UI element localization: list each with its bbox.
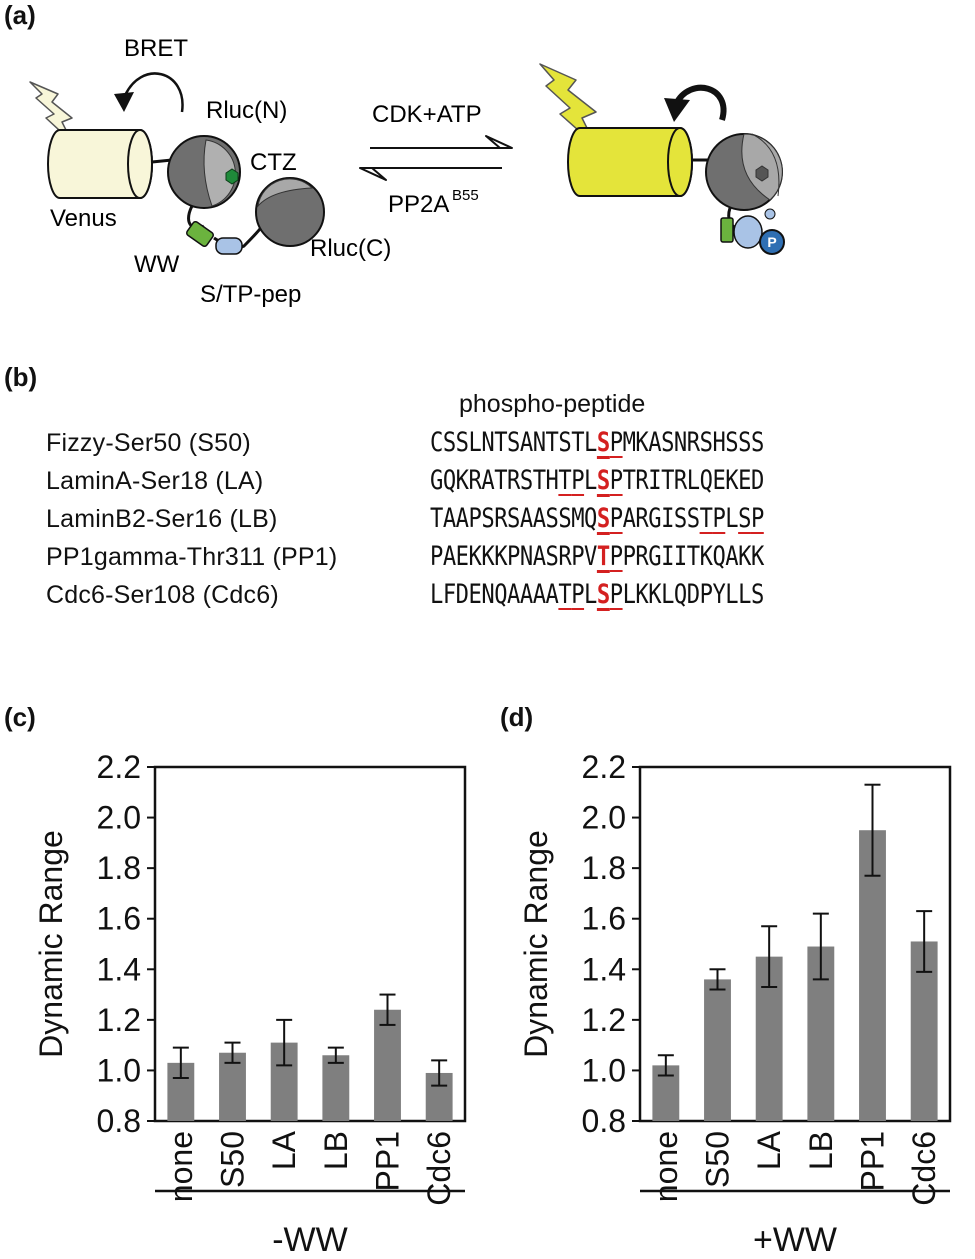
y-tick-label: 1.8 <box>582 850 626 886</box>
ww-domain <box>186 220 214 248</box>
phospho-peptide-header: phospho-peptide <box>459 390 646 418</box>
y-tick-label: 1.6 <box>97 901 141 937</box>
ww-domain-bound <box>720 217 734 243</box>
bret-schematic: BRET Rluc(N) CTZ Venus Rluc(C) WW S/TP-p… <box>29 35 785 308</box>
x-tick-label: LB <box>318 1131 354 1170</box>
reverse-reaction-superscript: B55 <box>452 187 479 204</box>
stp-peptide-bound <box>733 215 763 249</box>
x-tick-label: S50 <box>215 1131 251 1188</box>
sequence-name: LaminA-Ser18 (LA) <box>46 467 264 495</box>
bret-label: BRET <box>124 35 188 62</box>
y-axis-label: Dynamic Range <box>518 830 554 1058</box>
x-tick-label: LA <box>266 1130 302 1170</box>
y-tick-label: 1.4 <box>97 951 141 987</box>
y-tick-label: 1.8 <box>97 850 141 886</box>
y-tick-label: 0.8 <box>582 1103 626 1139</box>
group-label: +WW <box>753 1221 837 1259</box>
bret-arrow-icon <box>122 72 184 113</box>
y-tick-label: 2.0 <box>582 800 626 836</box>
y-tick-label: 2.2 <box>97 749 141 785</box>
y-tick-label: 2.0 <box>97 800 141 836</box>
x-tick-label: LA <box>751 1130 787 1170</box>
y-tick-label: 2.2 <box>582 749 626 785</box>
plot-frame <box>638 765 952 1123</box>
panel-label-d: (d) <box>500 702 534 732</box>
y-tick-label: 1.2 <box>582 1002 626 1038</box>
x-tick-label: LB <box>803 1131 839 1170</box>
phospho-icon <box>759 229 785 255</box>
x-tick-label: Cdc6 <box>421 1131 457 1206</box>
plot-frame <box>153 765 467 1123</box>
x-tick-label: S50 <box>700 1131 736 1188</box>
bar <box>322 1055 350 1121</box>
ww-label: WW <box>134 251 180 278</box>
x-tick-label: PP1 <box>855 1131 891 1191</box>
equilibrium-arrows <box>359 135 513 181</box>
x-tick-label: PP1 <box>370 1131 406 1191</box>
sequence-text: PAEKKKPNASRPVTPPRGIITKQAKK <box>430 541 764 572</box>
bret-active-arrow-icon <box>673 84 727 121</box>
sequence-text: LFDENQAAAATPLSPLKKLQDPYLLS <box>430 579 764 610</box>
y-tick-label: 1.4 <box>582 951 626 987</box>
reverse-reaction-label: PP2A <box>388 191 449 218</box>
bar <box>374 1009 401 1121</box>
x-tick-label: Cdc6 <box>906 1131 942 1206</box>
sequence-name: LaminB2-Ser16 (LB) <box>46 505 278 533</box>
rluc-n-label: Rluc(N) <box>206 97 287 124</box>
panel-label-c: (c) <box>4 702 36 732</box>
y-tick-label: 0.8 <box>97 1103 141 1139</box>
forward-reaction-label: CDK+ATP <box>372 101 482 128</box>
bar <box>219 1052 246 1121</box>
sequence-name: Fizzy-Ser50 (S50) <box>46 429 251 457</box>
sequence-name: PP1gamma-Thr311 (PP1) <box>46 543 338 571</box>
sensor-unphosphorylated <box>29 72 325 255</box>
sequence-name: Cdc6-Ser108 (Cdc6) <box>46 581 279 609</box>
stp-peptide <box>215 237 243 255</box>
sensor-phosphorylated <box>539 63 785 255</box>
y-tick-label: 1.2 <box>97 1002 141 1038</box>
bar <box>859 830 886 1121</box>
rluc-c-label: Rluc(C) <box>310 235 391 262</box>
y-tick-label: 1.0 <box>582 1052 626 1088</box>
sequence-text: TAAPSRSAASSMQSPARGISSTPLSP <box>430 503 764 534</box>
y-axis-label: Dynamic Range <box>33 830 69 1058</box>
venus-label: Venus <box>50 205 117 232</box>
group-label: -WW <box>272 1221 348 1259</box>
y-tick-label: 1.6 <box>582 901 626 937</box>
bar <box>704 979 731 1121</box>
ctz-label: CTZ <box>250 149 297 176</box>
stp-peptide-label: S/TP-pep <box>200 281 301 308</box>
sequence-text: CSSLNTSANTSTLSPMKASNRSHSSS <box>430 427 764 458</box>
panel-label-a: (a) <box>4 0 36 30</box>
phospho-symbol: P <box>767 234 776 250</box>
sequence-text: GQKRATRSTHTPLSPTRITRLQEKED <box>430 465 764 496</box>
ctz-icon <box>225 168 239 185</box>
y-tick-label: 1.0 <box>97 1052 141 1088</box>
panel-label-b: (b) <box>4 362 38 392</box>
